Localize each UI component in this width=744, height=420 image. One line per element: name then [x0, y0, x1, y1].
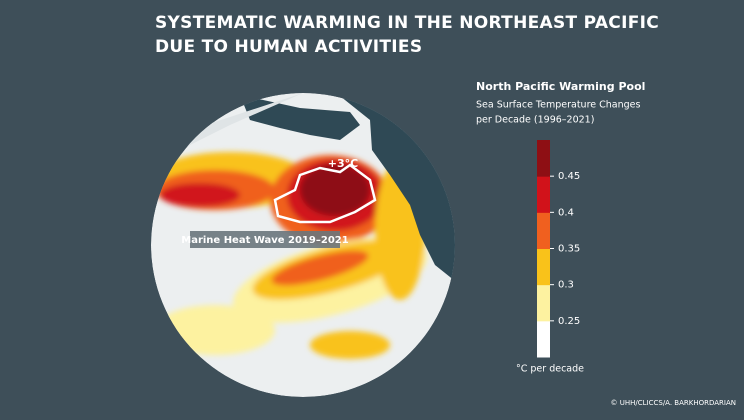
legend-unit: °C per decade — [516, 364, 584, 375]
colorbar-segment — [537, 284, 550, 322]
heatwave-label: Marine Heat Wave 2019–2021 — [181, 235, 349, 246]
colorbar-segment — [537, 248, 550, 286]
heatwave-outline — [273, 163, 377, 224]
colorbar-segment — [537, 140, 550, 177]
colorbar-tick-label: 0.25 — [558, 316, 580, 327]
legend-subtitle: per Decade (1996–2021) — [476, 115, 594, 126]
colorbar-segment — [537, 212, 550, 249]
title-line: SYSTEMATIC WARMING IN THE NORTHEAST PACI… — [155, 13, 659, 33]
label-box — [190, 231, 340, 248]
colorbar-tick-label: 0.4 — [558, 207, 574, 218]
peak-label: +3°C — [328, 157, 358, 170]
title-line: DUE TO HUMAN ACTIVITIES — [155, 37, 422, 57]
colorbar-tick-label: 0.35 — [558, 244, 580, 255]
colorbar-tick-label: 0.3 — [558, 280, 574, 291]
colorbar-tick-label: 0.45 — [558, 171, 580, 182]
colorbar-segment — [537, 176, 550, 213]
credit: © UHH/CLICCS/A. BARKHORDARIAN — [611, 399, 736, 407]
legend-title: North Pacific Warming Pool — [476, 80, 645, 93]
legend-subtitle: Sea Surface Temperature Changes — [476, 100, 640, 111]
colorbar: 0.25 0.3 0.35 0.4 0.45 — [537, 140, 580, 358]
colorbar-segment — [537, 320, 550, 358]
